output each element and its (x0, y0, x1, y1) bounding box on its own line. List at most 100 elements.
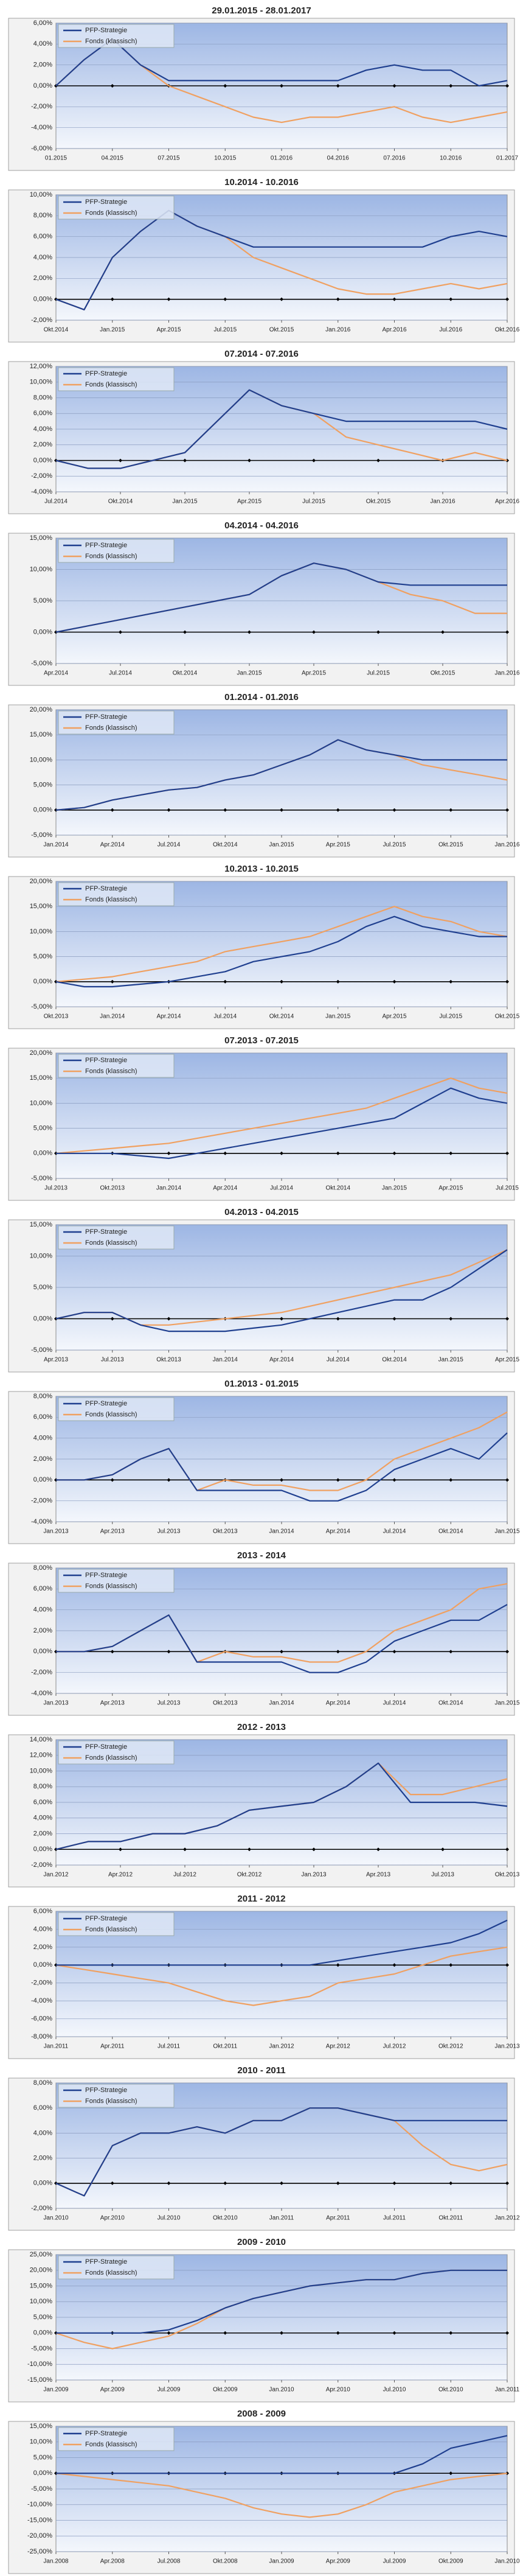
chart-panel: 2013 - 2014 -4,00% -2,00% 0,00% 2,00% 4,00% 6,… (8, 1550, 520, 1716)
chart-panel: 2010 - 2011 -2,00% 0,00% 2,00% 4,00% 6,00% 8,0… (8, 2065, 520, 2231)
legend-label: PFP-Strategie (85, 1915, 127, 1922)
y-tick-label: -4,00% (31, 124, 52, 131)
x-tick-label: Jan.2013 (43, 1528, 69, 1535)
y-tick-label: 0,00% (33, 1150, 52, 1157)
series-line (55, 2107, 507, 2197)
zero-marker (441, 1847, 445, 1852)
zero-marker (505, 2471, 509, 2476)
x-tick-label: Jul.2013 (101, 1357, 124, 1363)
zero-marker (167, 2181, 171, 2185)
zero-marker (110, 297, 114, 301)
y-tick-label: -6,00% (31, 2015, 52, 2022)
y-tick-label: 10,00% (30, 379, 53, 386)
y-tick-label: 8,00% (33, 1564, 52, 1572)
zero-marker (392, 979, 397, 984)
chart-title: 04.2014 - 04.2016 (224, 520, 299, 531)
zero-marker (167, 2331, 171, 2335)
chart-title: 2009 - 2010 (237, 2237, 286, 2247)
zero-marker (449, 2471, 453, 2476)
zero-marker (505, 979, 509, 984)
x-tick-label: Okt.2015 (431, 670, 455, 677)
zero-marker (248, 1847, 251, 1852)
y-tick-label: 4,00% (33, 254, 52, 261)
zero-marker (280, 2331, 283, 2335)
legend-box (58, 2427, 175, 2451)
x-tick-label: Apr.2014 (326, 1700, 350, 1707)
y-tick-label: 10,00% (30, 1767, 53, 1774)
zero-marker (376, 1847, 380, 1852)
zero-marker (110, 1478, 114, 1482)
x-tick-label: Okt.2015 (366, 499, 391, 505)
x-tick-label: Okt.2014 (382, 1357, 407, 1363)
x-tick-label: Apr.2014 (44, 670, 68, 677)
legend-label: PFP-Strategie (85, 542, 127, 549)
y-tick-label: 4,00% (33, 425, 52, 433)
x-tick-label: Apr.2015 (302, 670, 326, 677)
x-tick-label: Jan.2015 (269, 842, 294, 849)
zero-marker (392, 1963, 397, 1967)
zero-marker (441, 630, 445, 634)
x-tick-label: Jul.2013 (44, 1185, 68, 1192)
zero-marker (449, 84, 453, 88)
x-tick-label: Apr.2012 (326, 2043, 350, 2050)
legend-label: PFP-Strategie (85, 1743, 127, 1751)
y-tick-label: 8,00% (33, 394, 52, 401)
zero-marker (119, 630, 122, 634)
series-line (55, 2473, 508, 2518)
legend-label: Fonds (klassisch) (85, 1239, 137, 1247)
x-tick-label: Okt.2014 (438, 1528, 463, 1535)
y-tick-label: 10,00% (30, 191, 53, 198)
x-tick-label: Jul.2013 (158, 1700, 181, 1707)
x-tick-label: Jul.2013 (431, 1872, 454, 1878)
x-tick-label: Apr.2009 (326, 2558, 350, 2565)
chart-panel: 2011 - 2012 -8,00% -6,00% -4,00% -2,00% 0,00%… (8, 1894, 520, 2059)
y-tick-label: 8,00% (33, 1783, 52, 1790)
y-tick-label: 15,00% (30, 731, 53, 738)
legend-box (58, 1225, 175, 1250)
x-tick-label: Okt.2016 (495, 327, 520, 334)
y-tick-label: 5,00% (33, 2454, 52, 2461)
chart-panel: 01.2013 - 01.2015 -4,00% -2,00% 0,00% 2,00% 4… (8, 1379, 520, 1544)
zero-marker (449, 1478, 453, 1482)
x-tick-label: Jan.2016 (325, 327, 351, 334)
x-tick-label: Jan.2008 (43, 2558, 69, 2565)
y-tick-label: -2,00% (31, 317, 52, 324)
chart-panel: 10.2014 - 10.2016 -2,00% 0,00% 2,00% 4,00% 6,… (8, 177, 520, 343)
chart-title: 29.01.2015 - 28.01.2017 (212, 5, 311, 16)
chart-panel: 04.2013 - 04.2015 -5,00% 0,00% 5,00% 10,00% 1… (8, 1207, 519, 1373)
x-tick-label: 01.2017 (496, 155, 519, 162)
zero-marker (505, 297, 509, 301)
y-tick-label: -4,00% (31, 488, 52, 495)
y-tick-label: 8,00% (33, 2079, 52, 2087)
zero-marker (336, 84, 340, 88)
y-tick-label: 6,00% (33, 1585, 52, 1592)
y-tick-label: 15,00% (30, 2423, 53, 2430)
zero-marker (280, 1478, 283, 1482)
y-tick-label: -4,00% (31, 1690, 52, 1697)
x-tick-label: Jul.2012 (383, 2043, 406, 2050)
zero-marker (280, 979, 283, 984)
x-tick-label: Apr.2015 (382, 1013, 406, 1020)
legend-label: Fonds (klassisch) (85, 381, 137, 388)
chart-title: 2012 - 2013 (237, 1722, 286, 1732)
series-line (55, 1946, 508, 2006)
y-tick-label: -10,00% (27, 2501, 52, 2508)
x-tick-label: Jul.2009 (158, 2387, 181, 2393)
y-tick-label: 2,00% (33, 441, 52, 449)
series-line (56, 1919, 508, 1966)
y-tick-label: 15,00% (30, 1221, 53, 1228)
zero-marker (392, 1317, 397, 1321)
zero-marker (336, 1151, 340, 1155)
legend-box (58, 539, 175, 563)
x-tick-label: Okt.2013 (156, 1357, 181, 1363)
legend-box (58, 1740, 175, 1765)
y-tick-label: 0,00% (33, 82, 52, 89)
y-tick-label: 0,00% (33, 1648, 52, 1655)
legend-box (58, 2255, 175, 2280)
zero-marker (336, 1963, 340, 1967)
x-tick-label: Apr.2015 (326, 842, 350, 849)
y-tick-label: 5,00% (33, 1284, 52, 1291)
zero-marker (505, 630, 509, 634)
y-tick-label: 0,00% (33, 2469, 52, 2477)
x-tick-label: 10.2015 (214, 155, 237, 162)
